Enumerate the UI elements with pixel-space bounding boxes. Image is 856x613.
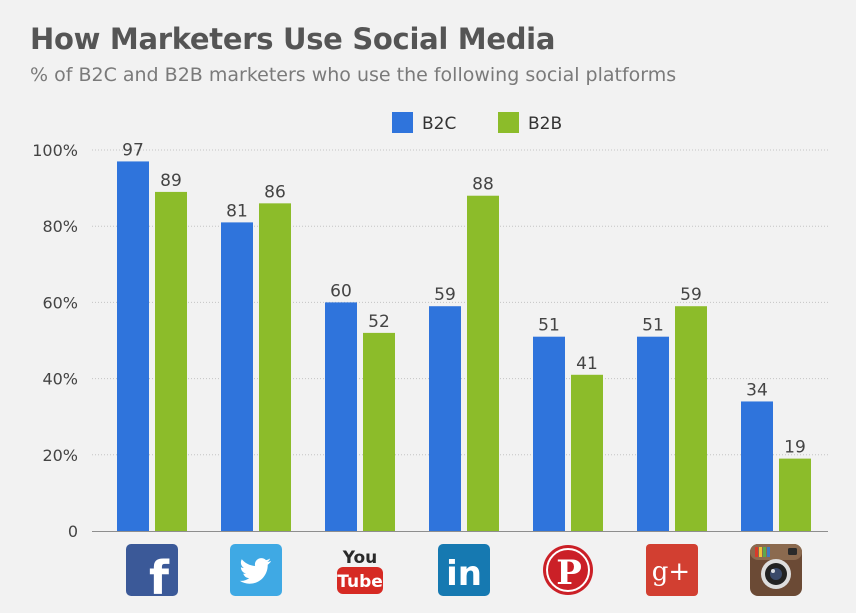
data-label: 34 <box>746 380 768 400</box>
chart-title: How Marketers Use Social Media <box>30 22 556 56</box>
pinterest-icon-glyph: P <box>556 553 582 593</box>
linkedin-icon-bg <box>438 544 490 596</box>
y-tick-label: 40% <box>42 370 78 389</box>
data-label: 51 <box>642 316 664 336</box>
instagram-stripe-yellow <box>759 547 762 557</box>
google-plus-icon-bg <box>646 544 698 596</box>
y-tick-label: 0 <box>68 522 78 541</box>
linkedin-icon-glyph: in <box>446 554 482 594</box>
instagram-viewfinder <box>788 548 797 555</box>
linkedin-icon: in <box>438 544 490 596</box>
youtube-icon-bg <box>337 567 383 594</box>
pinterest-icon-ring <box>546 548 590 592</box>
legend-label-b2b: B2B <box>528 114 562 134</box>
data-label: 60 <box>330 281 352 301</box>
bar-b2c-twitter <box>221 222 253 531</box>
google-plus-icon: g+ <box>646 544 698 596</box>
bar-b2c-instagram <box>741 401 773 531</box>
bar-b2c-google-plus <box>637 336 669 531</box>
instagram-stripe-green <box>763 547 766 557</box>
y-tick-label: 60% <box>42 293 78 312</box>
twitter-bird <box>239 558 271 584</box>
data-label: 51 <box>538 316 560 336</box>
bar-b2c-pinterest <box>533 336 565 531</box>
data-label: 89 <box>160 171 182 191</box>
bar-b2b-youtube <box>363 332 395 531</box>
instagram-lens-glint <box>771 569 775 573</box>
bar-b2c-linkedin <box>429 306 461 531</box>
bar-b2b-instagram <box>779 458 811 531</box>
bar-b2b-twitter <box>259 203 291 531</box>
bar-b2b-google-plus <box>675 306 707 531</box>
bar-b2b-linkedin <box>467 195 499 531</box>
data-label: 52 <box>368 312 390 332</box>
instagram-icon <box>750 544 802 596</box>
bar-b2c-youtube <box>325 302 357 531</box>
youtube-icon-you: You <box>342 548 378 568</box>
y-tick-label: 20% <box>42 446 78 465</box>
facebook-icon-bg <box>126 544 178 596</box>
bar-b2b-facebook <box>155 191 187 531</box>
legend-label-b2c: B2C <box>422 114 456 134</box>
twitter-icon <box>230 544 282 596</box>
y-tick-label: 100% <box>32 141 78 160</box>
youtube-icon-tube: Tube <box>337 572 383 592</box>
data-label: 59 <box>680 285 702 305</box>
google-plus-icon-glyph: g+ <box>652 557 690 587</box>
pinterest-icon-bg <box>543 545 593 595</box>
data-label: 97 <box>122 140 144 160</box>
legend-swatch-b2b <box>498 112 519 133</box>
bar-b2c-facebook <box>117 161 149 531</box>
facebook-icon: f <box>126 544 178 605</box>
data-label: 86 <box>264 182 286 202</box>
pinterest-icon: P <box>543 545 593 595</box>
data-label: 41 <box>576 354 598 374</box>
data-label: 88 <box>472 175 494 195</box>
data-label: 81 <box>226 201 248 221</box>
chart-subtitle: % of B2C and B2B marketers who use the f… <box>30 64 677 86</box>
data-label: 19 <box>784 438 806 458</box>
instagram-stripe-blue <box>767 547 770 557</box>
legend-swatch-b2c <box>392 112 413 133</box>
facebook-icon-glyph: f <box>149 551 170 605</box>
y-tick-label: 80% <box>42 217 78 236</box>
youtube-icon: You Tube <box>337 548 383 594</box>
instagram-stripe-red <box>755 547 758 557</box>
data-label: 59 <box>434 285 456 305</box>
bar-b2b-pinterest <box>571 374 603 531</box>
